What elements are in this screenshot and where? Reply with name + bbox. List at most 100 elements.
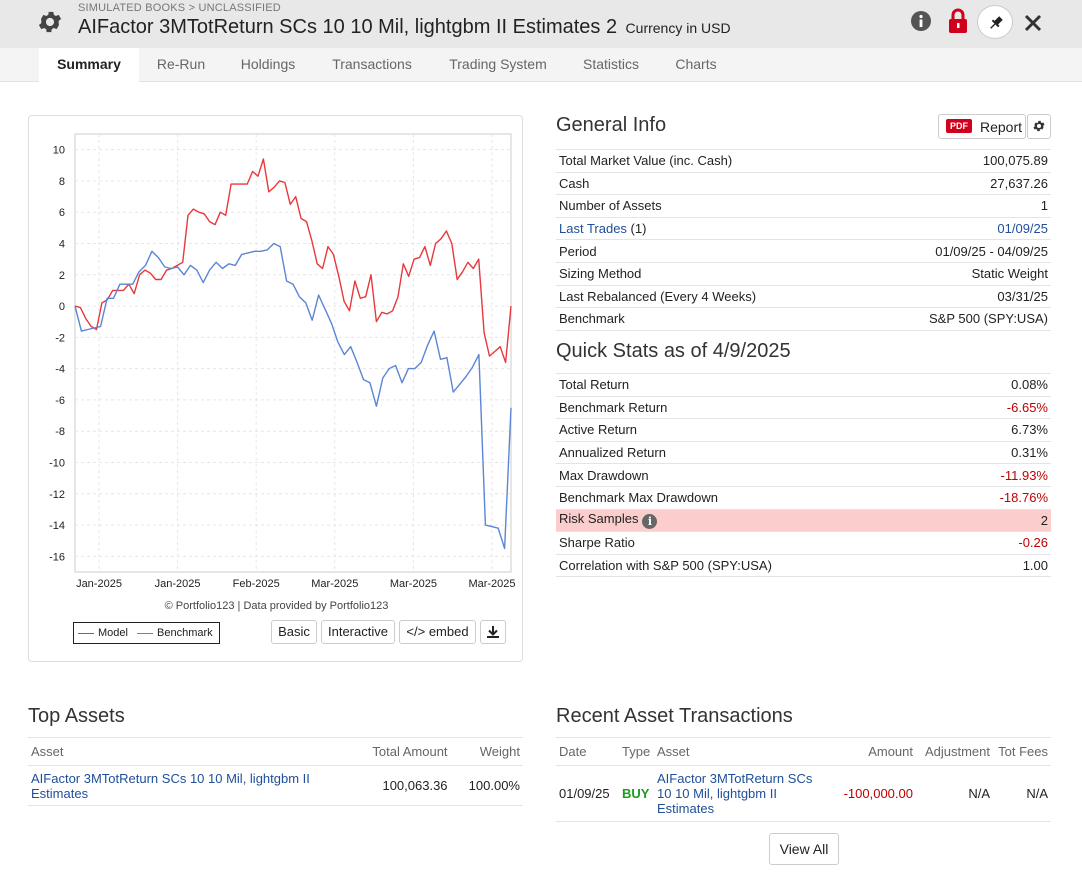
y-tick-label: -8 bbox=[55, 426, 65, 438]
info-row: Last Trades (1) 01/09/25 bbox=[556, 216, 1051, 240]
interactive-button[interactable]: Interactive bbox=[321, 620, 395, 644]
stat-label: Risk Samples bbox=[559, 511, 639, 527]
x-tick-label: Mar-2025 bbox=[390, 578, 437, 590]
settings-button[interactable] bbox=[1027, 114, 1051, 139]
col-amount[interactable]: Amount bbox=[824, 737, 916, 766]
x-tick-label: Feb-2025 bbox=[233, 578, 280, 590]
stat-label-wrap: Risk Samples i bbox=[556, 508, 953, 532]
tx-asset-link[interactable]: AIFactor 3MTotReturn SCs 10 10 Mil, ligh… bbox=[657, 771, 813, 816]
y-tick-label: -12 bbox=[49, 489, 65, 501]
stat-label: Total Return bbox=[556, 373, 953, 397]
col-type[interactable]: Type bbox=[619, 737, 654, 766]
performance-chart[interactable]: 10 8 6 4 2 0 -2 -4 -6 -8 -10 -12 -14 -16 Jan-2025 Jan-2… bbox=[29, 116, 524, 596]
y-tick-label: -4 bbox=[55, 364, 65, 376]
info-icon[interactable]: i bbox=[642, 514, 658, 530]
page-title-wrap: AIFactor 3MTotReturn SCs 10 10 Mil, ligh… bbox=[78, 16, 731, 39]
tab-summary[interactable]: Summary bbox=[39, 48, 139, 82]
legend-swatch-benchmark bbox=[137, 632, 154, 634]
info-label-wrap: Last Trades (1) bbox=[556, 216, 863, 240]
last-trades-link[interactable]: Last Trades bbox=[559, 221, 627, 237]
basic-button[interactable]: Basic bbox=[271, 620, 317, 644]
report-button[interactable]: PDF Report bbox=[938, 114, 1026, 139]
stat-label: Max Drawdown bbox=[556, 463, 953, 487]
tx-type: BUY bbox=[619, 765, 654, 822]
download-button[interactable] bbox=[480, 620, 506, 644]
breadcrumb[interactable]: SIMULATED BOOKS > UNCLASSIFIED bbox=[78, 2, 281, 14]
view-all-button[interactable]: View All bbox=[769, 833, 839, 865]
last-trades-count: (1) bbox=[626, 221, 647, 237]
tx-amount: -100,000.00 bbox=[824, 765, 916, 822]
report-label: Report bbox=[980, 119, 1023, 135]
info-label: Cash bbox=[556, 171, 863, 195]
stat-value: 6.73% bbox=[952, 418, 1051, 442]
stat-value: 0.31% bbox=[952, 440, 1051, 464]
tab-holdings[interactable]: Holdings bbox=[240, 56, 296, 72]
col-weight[interactable]: Weight bbox=[450, 737, 523, 766]
legend-benchmark[interactable]: Benchmark bbox=[157, 627, 213, 639]
y-tick-label: -14 bbox=[49, 520, 65, 532]
info-row: Number of Assets 1 bbox=[556, 194, 1051, 218]
stat-row: Benchmark Return -6.65% bbox=[556, 395, 1051, 419]
info-label: Last Rebalanced (Every 4 Weeks) bbox=[556, 284, 863, 308]
quick-stats-title: Quick Stats as of 4/9/2025 bbox=[556, 340, 791, 362]
tab-bar: Summary Re-Run Holdings Transactions Tra… bbox=[0, 48, 1082, 82]
y-tick-label: -6 bbox=[55, 395, 65, 407]
stat-value: 0.08% bbox=[952, 373, 1051, 397]
tx-adjustment: N/A bbox=[916, 765, 993, 822]
tx-asset-cell: AIFactor 3MTotReturn SCs 10 10 Mil, ligh… bbox=[654, 765, 824, 822]
col-date[interactable]: Date bbox=[556, 737, 619, 766]
pdf-icon: PDF bbox=[946, 119, 972, 133]
legend-model[interactable]: Model bbox=[98, 627, 128, 639]
last-trades-date-link[interactable]: 01/09/25 bbox=[862, 216, 1051, 240]
stat-value: -6.65% bbox=[952, 395, 1051, 419]
tab-transactions[interactable]: Transactions bbox=[332, 56, 412, 72]
tx-date: 01/09/25 bbox=[556, 765, 619, 822]
info-label: Number of Assets bbox=[556, 194, 863, 218]
tab-charts[interactable]: Charts bbox=[675, 56, 717, 72]
tab-rerun[interactable]: Re-Run bbox=[156, 56, 206, 72]
tab-statistics[interactable]: Statistics bbox=[582, 56, 639, 72]
stat-row: Active Return 6.73% bbox=[556, 418, 1051, 442]
info-row: Period 01/09/25 - 04/09/25 bbox=[556, 239, 1051, 263]
info-row: Last Rebalanced (Every 4 Weeks) 03/31/25 bbox=[556, 284, 1051, 308]
y-tick-label: 8 bbox=[59, 176, 65, 188]
stat-label: Benchmark Return bbox=[556, 395, 953, 419]
recent-tx-table: Date Type Asset Amount Adjustment Tot Fe… bbox=[556, 737, 1051, 822]
quick-stats-table: Total Return 0.08% Benchmark Return -6.65%… bbox=[556, 373, 1051, 578]
col-asset[interactable]: Asset bbox=[654, 737, 824, 766]
info-row: Cash 27,637.26 bbox=[556, 171, 1051, 195]
info-row: Sizing Method Static Weight bbox=[556, 261, 1051, 286]
stat-row: Benchmark Max Drawdown -18.76% bbox=[556, 485, 1051, 510]
x-tick-label: Mar-2025 bbox=[468, 578, 515, 590]
stat-label: Active Return bbox=[556, 418, 953, 442]
stat-value: -11.93% bbox=[952, 463, 1051, 487]
info-value: 01/09/25 - 04/09/25 bbox=[862, 239, 1051, 263]
col-asset[interactable]: Asset bbox=[28, 737, 348, 766]
close-icon[interactable] bbox=[1024, 14, 1042, 32]
stat-label: Benchmark Max Drawdown bbox=[556, 485, 953, 510]
lock-icon[interactable] bbox=[947, 8, 969, 34]
asset-cell: AIFactor 3MTotReturn SCs 10 10 Mil, ligh… bbox=[28, 765, 348, 806]
info-value: 1 bbox=[862, 194, 1051, 218]
gear-icon[interactable] bbox=[36, 8, 64, 36]
info-label: Benchmark bbox=[556, 307, 863, 331]
y-tick-label: 10 bbox=[53, 145, 65, 157]
info-value: 03/31/25 bbox=[862, 284, 1051, 308]
info-icon[interactable] bbox=[910, 10, 932, 32]
info-row: Total Market Value (inc. Cash) 100,075.89 bbox=[556, 149, 1051, 173]
x-tick-label: Jan-2025 bbox=[76, 578, 122, 590]
embed-button[interactable]: </> embed bbox=[399, 620, 476, 644]
col-total-amount[interactable]: Total Amount bbox=[348, 737, 451, 766]
col-adjustment[interactable]: Adjustment bbox=[916, 737, 993, 766]
stat-label: Sharpe Ratio bbox=[556, 531, 953, 555]
header-bar: SIMULATED BOOKS > UNCLASSIFIED AIFactor … bbox=[0, 0, 1082, 48]
stat-label: Correlation with S&P 500 (SPY:USA) bbox=[556, 553, 953, 578]
col-tot-fees[interactable]: Tot Fees bbox=[993, 737, 1051, 766]
pin-button[interactable] bbox=[977, 5, 1013, 39]
y-tick-label: 2 bbox=[59, 270, 65, 282]
asset-link[interactable]: AIFactor 3MTotReturn SCs 10 10 Mil, ligh… bbox=[31, 770, 310, 801]
tab-trading-system[interactable]: Trading System bbox=[449, 56, 547, 72]
y-tick-label: -2 bbox=[55, 332, 65, 344]
recent-tx-title: Recent Asset Transactions bbox=[556, 705, 793, 727]
table-row: AIFactor 3MTotReturn SCs 10 10 Mil, ligh… bbox=[28, 765, 523, 806]
